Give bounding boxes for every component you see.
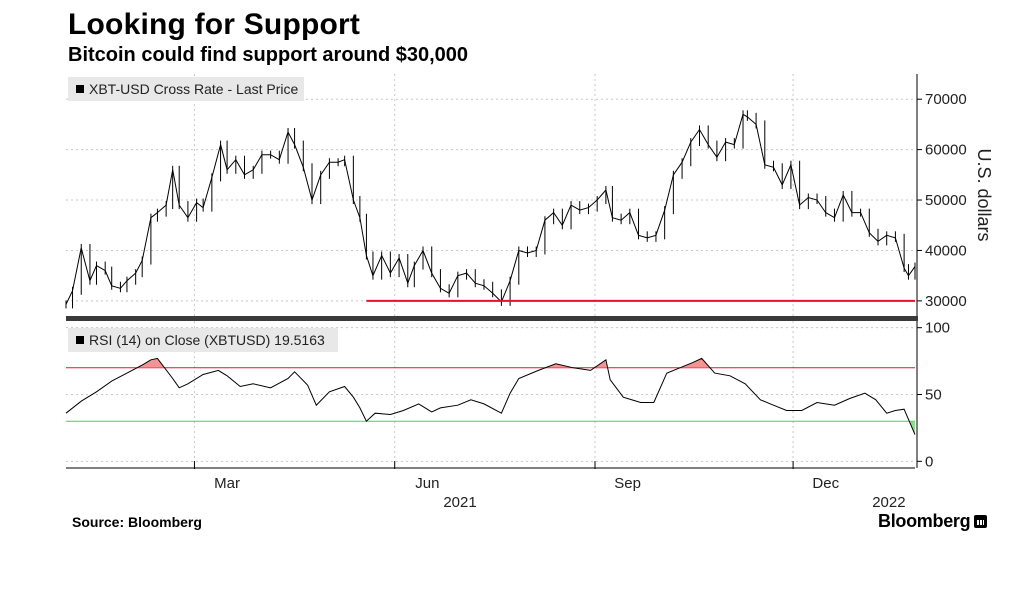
rsi-y-tick-label: 100 <box>925 320 950 337</box>
price-y-tick-label: 70000 <box>925 91 967 108</box>
rsi-legend-box <box>68 328 338 352</box>
rsi-y-tick-label: 50 <box>925 387 942 404</box>
bloomberg-logo: Bloomberg <box>878 511 988 532</box>
x-axis-month-label: Sep <box>614 475 641 492</box>
chart-title: Looking for Support <box>68 8 361 41</box>
x-axis-ticks: Mar Jun Sep Dec 2021 2022 <box>66 461 915 511</box>
panel-separator <box>66 316 918 321</box>
source-note: Source: Bloomberg <box>72 514 202 530</box>
x-axis-month-label: Jun <box>415 475 439 492</box>
rsi-threshold-fills <box>137 358 915 435</box>
price-legend-swatch <box>76 85 84 93</box>
bloomberg-terminal-icon <box>974 515 988 528</box>
price-grid <box>66 74 915 316</box>
rsi-overbought-fill <box>150 358 158 368</box>
rsi-legend-label: RSI (14) on Close (XBTUSD) 19.5163 <box>89 332 325 348</box>
x-axis-month-label: Dec <box>812 475 839 492</box>
price-legend-label: XBT-USD Cross Rate - Last Price <box>89 81 298 97</box>
price-y-axis-title: U.S. dollars <box>974 148 994 241</box>
price-y-tick-label: 40000 <box>925 242 967 259</box>
price-series-line <box>65 113 916 305</box>
price-y-ticks: 70000 60000 50000 40000 30000 <box>917 91 967 310</box>
price-y-tick-label: 30000 <box>925 293 967 310</box>
rsi-y-tick-label: 0 <box>925 453 933 470</box>
price-legend-box <box>68 77 304 101</box>
price-y-tick-label: 50000 <box>925 192 967 209</box>
brand-label: Bloomberg <box>878 511 971 531</box>
x-axis-month-label: Mar <box>214 475 240 492</box>
price-y-tick-label: 60000 <box>925 142 967 159</box>
rsi-series-line <box>65 357 916 435</box>
rsi-overbought-fill <box>142 359 151 368</box>
x-axis-year-label: 2022 <box>872 494 905 511</box>
rsi-legend-swatch <box>76 336 84 344</box>
rsi-grid <box>66 321 915 468</box>
rsi-overbought-fill <box>692 358 702 368</box>
chart-subtitle: Bitcoin could find support around $30,00… <box>68 44 469 66</box>
price-candles <box>65 110 916 309</box>
rsi-y-ticks: 100 50 0 <box>917 320 950 470</box>
x-axis-year-label: 2021 <box>443 494 476 511</box>
